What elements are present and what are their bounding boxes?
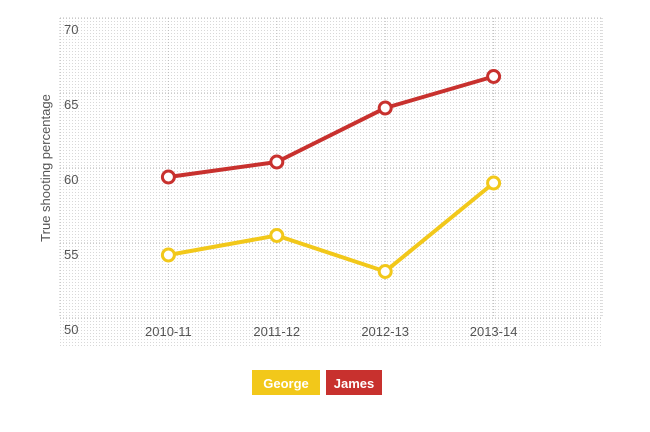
y-tick-label: 60 (64, 172, 78, 187)
y-tick-label: 50 (64, 322, 78, 337)
legend-label: George (263, 376, 309, 391)
data-point (160, 169, 176, 185)
series-line (168, 74, 495, 179)
plot-background (60, 18, 602, 348)
x-tick-label: 2011-12 (253, 324, 300, 339)
data-point (377, 264, 393, 279)
y-tick-label: 55 (64, 247, 78, 262)
y-tick-label: 65 (64, 97, 78, 112)
series-line (168, 181, 495, 274)
legend-label: James (334, 376, 374, 391)
legend-swatch (252, 370, 320, 395)
legend-swatch (326, 370, 382, 395)
data-point (377, 100, 393, 116)
y-tick-label: 70 (64, 22, 78, 37)
data-point (160, 247, 176, 263)
x-tick-label: 2012-13 (361, 324, 409, 339)
data-point (486, 175, 502, 191)
x-tick-label: 2010-11 (145, 324, 192, 339)
x-tick-label: 2013-14 (470, 324, 518, 339)
data-point (269, 154, 285, 170)
y-axis-title: True shooting percentage (38, 94, 53, 242)
data-point (269, 228, 285, 243)
data-point (486, 69, 502, 84)
